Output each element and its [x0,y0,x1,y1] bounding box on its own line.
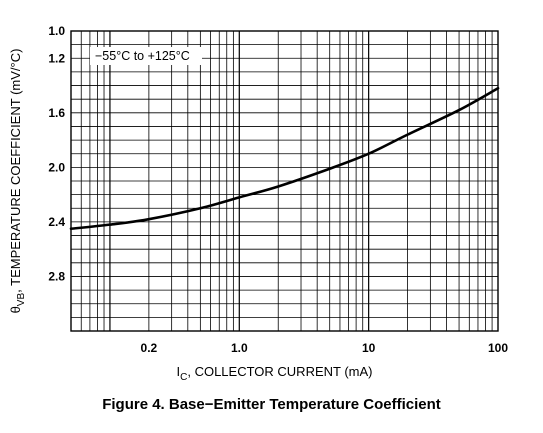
y-tick-label: 1.0 [48,24,65,38]
legend-background [90,47,202,65]
plot-frame [70,30,499,332]
y-tick-label: 1.2 [48,51,65,65]
y-tick-label: 1.6 [48,106,65,120]
figure-caption: Figure 4. Base−Emitter Temperature Coeff… [102,396,441,413]
x-tick-label: 1.0 [231,341,248,355]
x-axis-title: IC, COLLECTOR CURRENT (mA) [176,364,372,383]
legend: −55°C to +125°C [90,47,202,65]
legend-annotation: −55°C to +125°C [95,49,190,63]
curve-layer [69,86,500,231]
y-axis-title: θVB, TEMPERATURE COEFFICIENT (mV/°C) [8,49,27,314]
x-axis-title-main: I [176,364,180,379]
x-tick-label: 100 [488,341,508,355]
chart: −55°C to +125°C 0.2 1.0 10 100 1.0 1.2 1.6 2.0… [8,24,509,383]
y-axis-title-rest: , TEMPERATURE COEFFICIENT (mV/°C) [8,49,23,293]
y-tick-label: 2.0 [48,160,65,174]
x-axis-title-rest: , COLLECTOR CURRENT (mA) [187,364,372,379]
series-line-0 [69,86,500,231]
x-axis-title-sub: C [180,372,187,383]
y-tick-label: 2.4 [48,215,65,229]
grid [71,31,498,331]
y-tick-label: 2.8 [48,269,65,283]
x-tick-label: 0.2 [141,341,158,355]
y-axis-title-sub: VB [16,293,27,307]
y-tick-labels: 1.0 1.2 1.6 2.0 2.4 2.8 [48,24,65,283]
y-axis-title-main: θ [8,306,23,313]
x-tick-label: 10 [362,341,376,355]
x-tick-labels: 0.2 1.0 10 100 [141,341,509,355]
